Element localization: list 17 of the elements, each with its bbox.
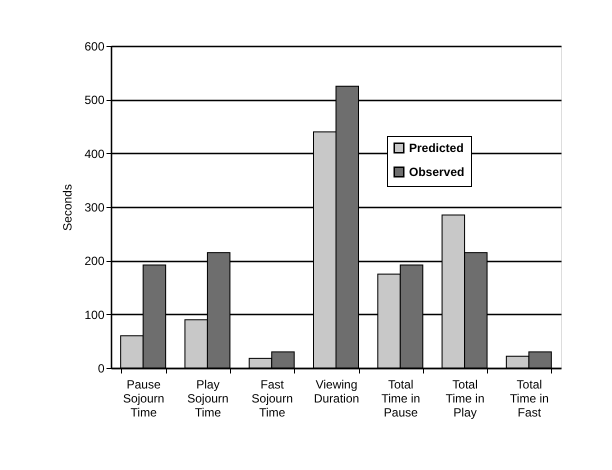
x-tick-label: Viewing Duration <box>314 378 360 406</box>
x-tick-label: Total Time in Fast <box>510 378 549 420</box>
x-tick-label: Fast Sojourn Time <box>252 378 293 420</box>
y-tick-label: 400 <box>84 146 105 161</box>
y-axis-title: Seconds <box>60 184 74 231</box>
y-tick-label: 200 <box>84 254 105 268</box>
x-tick-label: Pause Sojourn Time <box>122 378 164 420</box>
y-tick-label: 300 <box>84 200 105 214</box>
legend-label: Predicted <box>409 141 464 155</box>
x-tick-label: Play Sojourn Time <box>187 378 229 420</box>
y-tick-label: 0 <box>98 362 105 376</box>
legend-label: Observed <box>409 165 464 179</box>
x-tick-label: Total Time in Play <box>446 378 485 420</box>
y-tick-label: 600 <box>84 40 105 54</box>
y-tick-label: 100 <box>84 308 105 322</box>
y-tick-label: 500 <box>84 93 105 108</box>
x-tick-label: Total Time in Pause <box>381 378 420 420</box>
